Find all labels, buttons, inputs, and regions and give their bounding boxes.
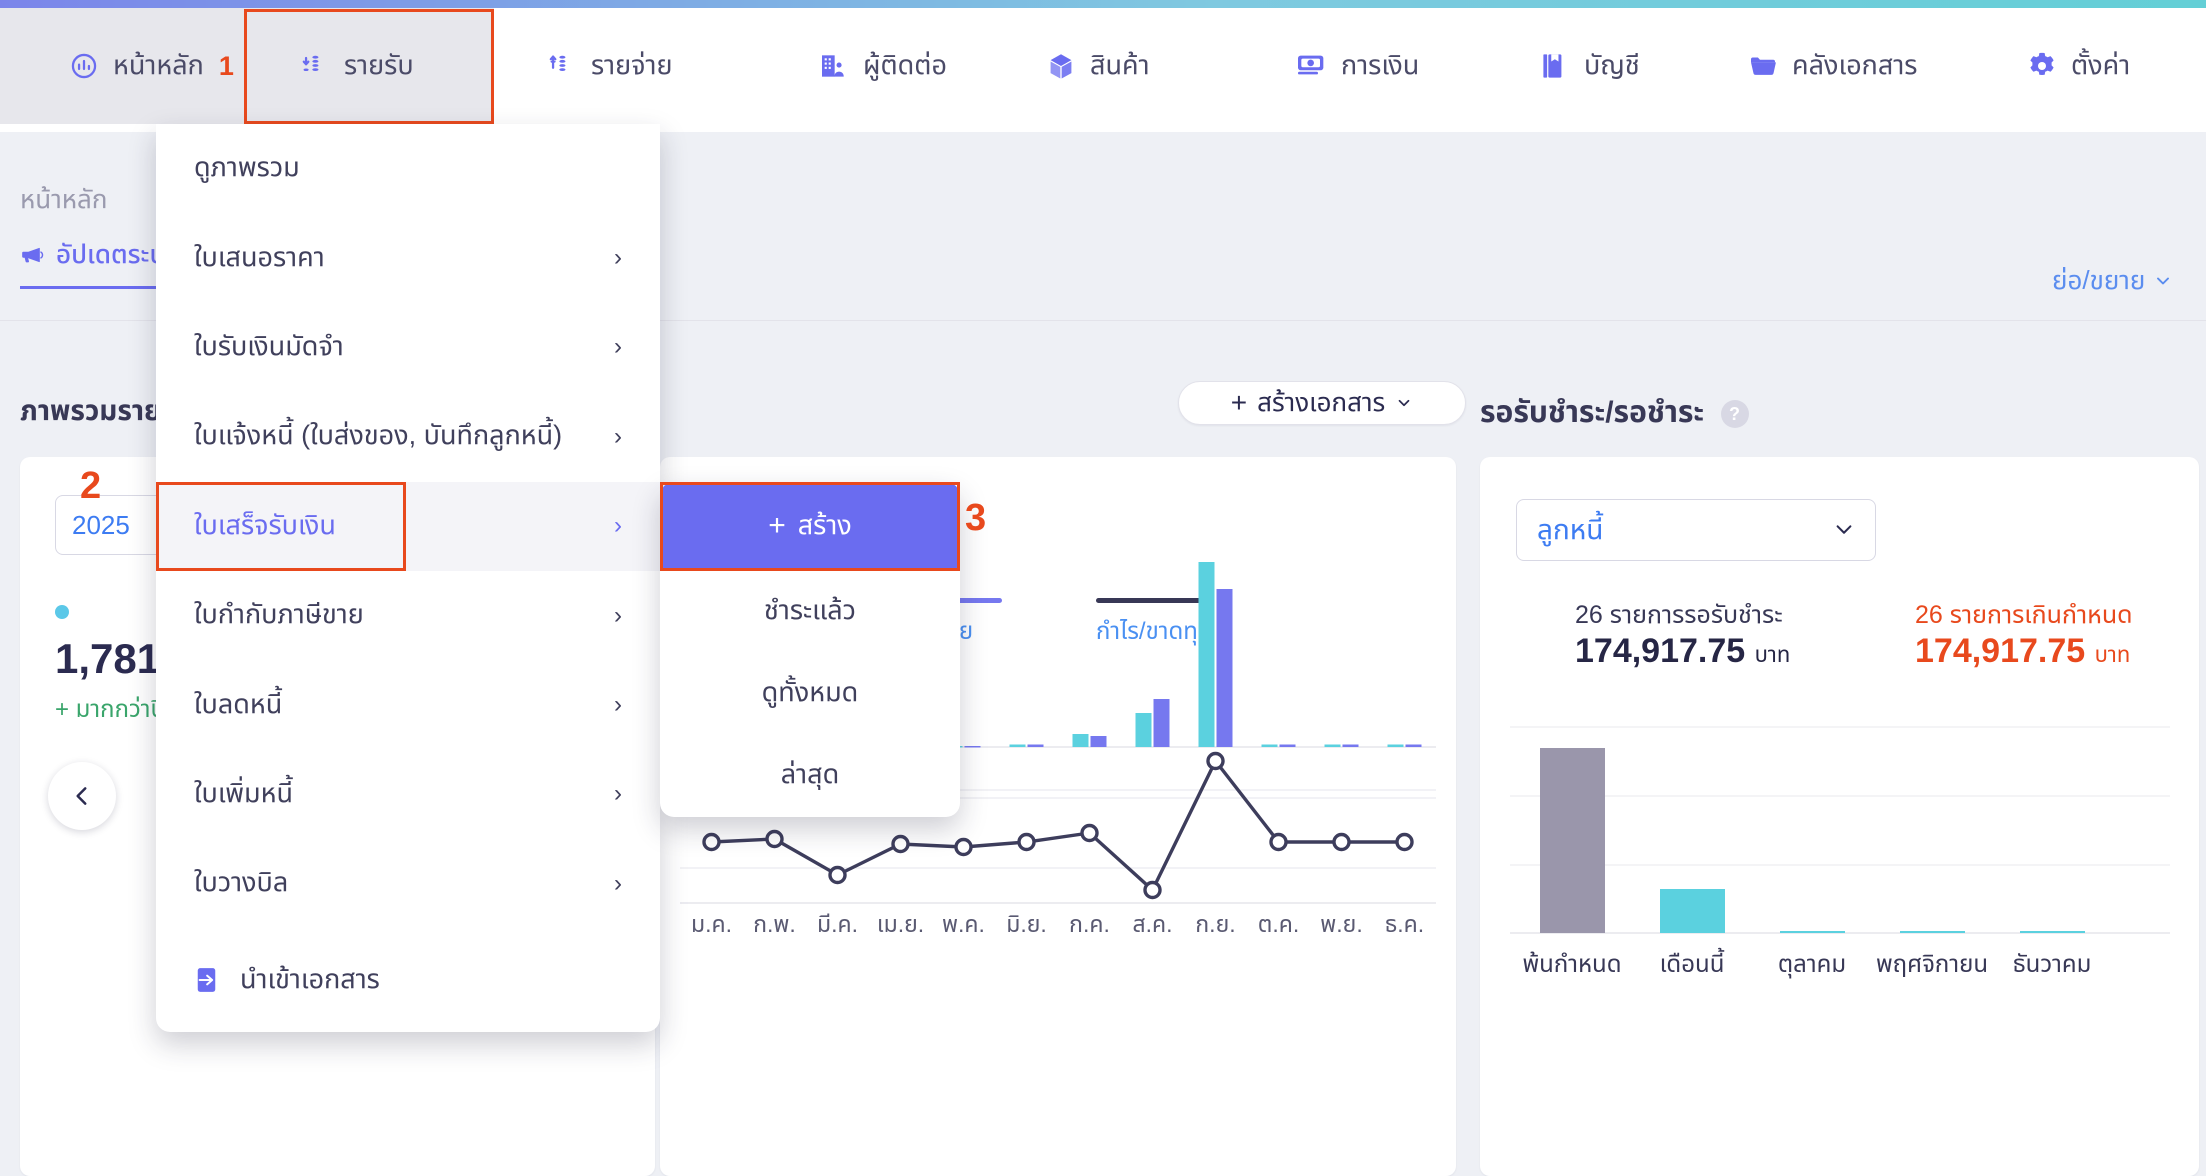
svg-text:มิ.ย.: มิ.ย. [1006,911,1047,937]
svg-text:ส.ค.: ส.ค. [1132,911,1172,937]
svg-text:ตุลาคม: ตุลาคม [1778,951,1846,979]
svg-text:พ.ย.: พ.ย. [1320,911,1362,937]
svg-text:ธ.ค.: ธ.ค. [1385,911,1424,937]
svg-text:เม.ย.: เม.ย. [877,911,924,937]
svg-text:พฤศจิกายน: พฤศจิกายน [1876,951,1988,978]
svg-text:ก.ย.: ก.ย. [1195,911,1235,937]
svg-text:พ.ค.: พ.ค. [942,911,985,937]
svg-text:ก.ค.: ก.ค. [1069,911,1110,937]
svg-text:เดือนนี้: เดือนนี้ [1660,947,1725,978]
svg-text:ต.ค.: ต.ค. [1258,911,1300,937]
svg-text:ม.ค.: ม.ค. [691,911,732,937]
svg-text:ก.พ.: ก.พ. [753,911,796,937]
svg-text:มี.ค.: มี.ค. [817,911,858,937]
svg-text:พ้นกำหนด: พ้นกำหนด [1522,951,1621,978]
svg-text:ธันวาคม: ธันวาคม [2013,951,2092,978]
